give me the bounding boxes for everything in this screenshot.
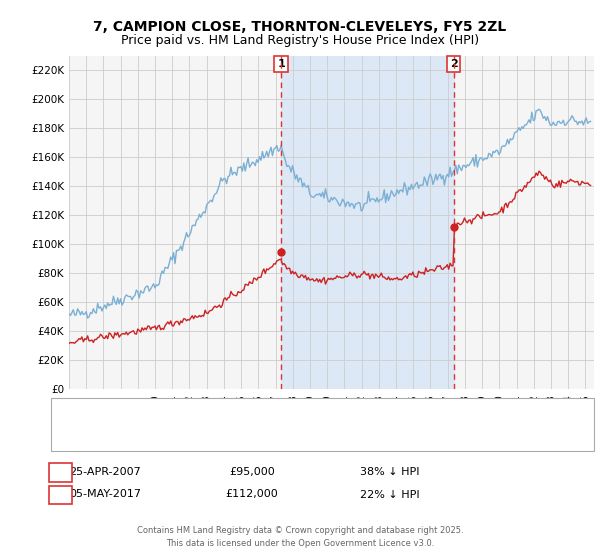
Text: ——: —— xyxy=(60,431,85,444)
Text: ——: —— xyxy=(60,406,85,419)
Text: 05-MAY-2017: 05-MAY-2017 xyxy=(69,489,141,500)
Text: 7, CAMPION CLOSE, THORNTON-CLEVELEYS, FY5 2ZL (semi-detached house): 7, CAMPION CLOSE, THORNTON-CLEVELEYS, FY… xyxy=(90,408,465,418)
Text: 2: 2 xyxy=(57,489,64,500)
Text: 38% ↓ HPI: 38% ↓ HPI xyxy=(360,467,420,477)
Text: 1: 1 xyxy=(277,59,285,69)
Bar xyxy=(281,56,454,389)
Text: Price paid vs. HM Land Registry's House Price Index (HPI): Price paid vs. HM Land Registry's House … xyxy=(121,34,479,46)
Text: HPI: Average price, semi-detached house, Wyre: HPI: Average price, semi-detached house,… xyxy=(90,432,323,442)
Text: £95,000: £95,000 xyxy=(229,467,275,477)
Text: 25-APR-2007: 25-APR-2007 xyxy=(69,467,141,477)
Text: £112,000: £112,000 xyxy=(226,489,278,500)
Text: Contains HM Land Registry data © Crown copyright and database right 2025.: Contains HM Land Registry data © Crown c… xyxy=(137,526,463,535)
Text: 7, CAMPION CLOSE, THORNTON-CLEVELEYS, FY5 2ZL: 7, CAMPION CLOSE, THORNTON-CLEVELEYS, FY… xyxy=(94,20,506,34)
Text: 2: 2 xyxy=(450,59,458,69)
Text: 22% ↓ HPI: 22% ↓ HPI xyxy=(360,489,420,500)
Text: 1: 1 xyxy=(57,467,64,477)
Text: This data is licensed under the Open Government Licence v3.0.: This data is licensed under the Open Gov… xyxy=(166,539,434,548)
